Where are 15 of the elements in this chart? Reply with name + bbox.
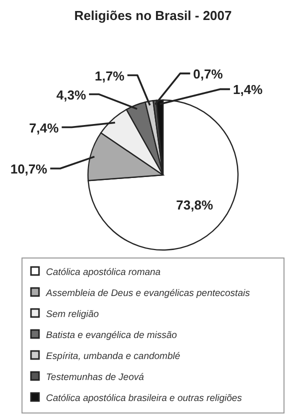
data-label: 7,4%: [29, 120, 60, 136]
data-label: 73,8%: [176, 197, 214, 212]
legend-label: Batista e evangélica de missão: [46, 330, 177, 341]
legend-label: Sem religião: [46, 309, 99, 320]
legend-label: Espírita, umbanda e candomblé: [46, 351, 180, 362]
legend-label: Assembleia de Deus e evangélicas pentecostais: [45, 288, 250, 299]
data-label: 1,7%: [94, 68, 125, 84]
legend-label: Católica apostólica romana: [46, 267, 161, 278]
chart-title: Religiões no Brasil - 2007: [74, 8, 232, 23]
data-label: 10,7%: [10, 162, 48, 177]
data-label: 4,3%: [56, 87, 86, 102]
legend-label: Testemunhas de Jeová: [46, 372, 144, 383]
data-label: 1,4%: [233, 82, 264, 98]
legend-label: Católica apostólica brasileira e outras religiões: [46, 393, 242, 404]
data-label: 0,7%: [193, 66, 224, 82]
